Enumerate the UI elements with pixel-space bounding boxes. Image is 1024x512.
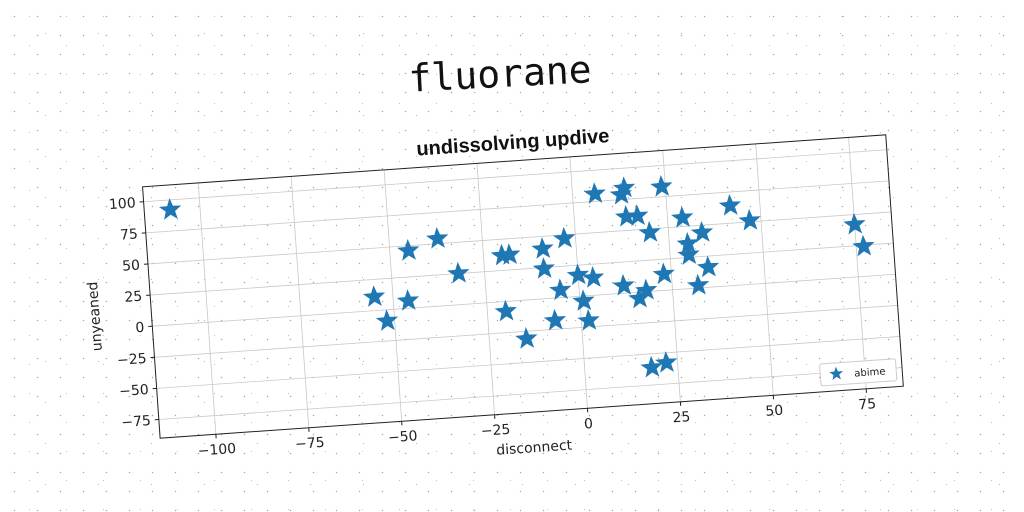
data-point-star xyxy=(553,227,575,248)
y-tick-label: 100 xyxy=(108,195,136,213)
data-point-star xyxy=(697,256,719,277)
x-tick-label: −75 xyxy=(295,435,326,453)
data-point-star xyxy=(719,194,741,215)
plot-frame xyxy=(143,135,904,438)
data-point-star xyxy=(397,289,419,310)
x-gridline xyxy=(384,170,402,421)
legend-label: abime xyxy=(854,366,886,379)
y-tick-label: −25 xyxy=(117,351,148,369)
y-tick-label: 25 xyxy=(124,289,143,306)
y-gridline xyxy=(152,274,895,326)
x-tick-label: 75 xyxy=(858,396,877,413)
data-point-star xyxy=(612,274,634,295)
data-point-star xyxy=(533,257,555,278)
y-tick-label: 0 xyxy=(135,320,145,337)
chart-title: undissolving updive xyxy=(416,125,610,160)
x-gridline xyxy=(756,144,774,395)
data-point-star xyxy=(447,262,469,283)
x-tick-label: 0 xyxy=(584,416,594,433)
x-gridline xyxy=(849,137,867,388)
data-point-star xyxy=(650,175,672,196)
y-gridline xyxy=(146,181,889,233)
y-gridline xyxy=(150,243,893,295)
x-tick-label: −25 xyxy=(480,422,511,440)
tick-labels: −100 −75 −50 −25 0 25 50 75 −75 −50 −25 0 25 50 75 100 xyxy=(106,145,877,465)
grid xyxy=(143,135,904,438)
x-gridline xyxy=(477,163,495,414)
data-point-star xyxy=(584,182,606,203)
y-tick-label: 50 xyxy=(122,258,141,275)
data-point-star xyxy=(544,309,566,330)
data-point-star xyxy=(495,300,517,321)
y-gridline xyxy=(148,212,891,264)
data-point-star xyxy=(687,274,709,295)
x-tick-label: 25 xyxy=(672,409,691,426)
y-tick-label: −75 xyxy=(121,413,152,431)
data-point-star xyxy=(363,285,385,306)
data-point-star xyxy=(582,266,604,287)
data-point-star xyxy=(678,243,700,264)
data-point-star xyxy=(397,239,419,260)
data-point-star xyxy=(426,227,448,248)
x-axis-label: disconnect xyxy=(496,437,573,458)
data-point-star xyxy=(739,209,761,230)
data-point-star xyxy=(671,206,693,227)
legend: abime xyxy=(820,359,897,386)
data-point-star xyxy=(655,351,677,372)
y-gridline xyxy=(144,150,887,202)
data-point-star xyxy=(549,278,571,299)
x-tick-label: 50 xyxy=(765,403,784,420)
data-point-star xyxy=(515,327,537,348)
y-tick-label: −50 xyxy=(119,382,150,400)
x-tick-label: −50 xyxy=(387,428,418,446)
y-axis-label: unyeaned xyxy=(85,281,106,352)
data-point-star xyxy=(159,198,181,219)
x-gridline xyxy=(291,176,309,427)
x-gridline xyxy=(198,183,216,434)
data-point-star xyxy=(532,237,554,258)
data-point-star xyxy=(691,221,713,242)
data-point-star xyxy=(567,263,589,284)
data-point-star xyxy=(843,213,865,234)
data-point-star xyxy=(641,356,663,377)
data-point-star xyxy=(639,221,661,242)
y-gridline xyxy=(159,368,902,420)
data-point-star xyxy=(572,289,594,310)
y-tick-label: 75 xyxy=(120,226,139,243)
x-tick-label: −100 xyxy=(197,441,236,460)
